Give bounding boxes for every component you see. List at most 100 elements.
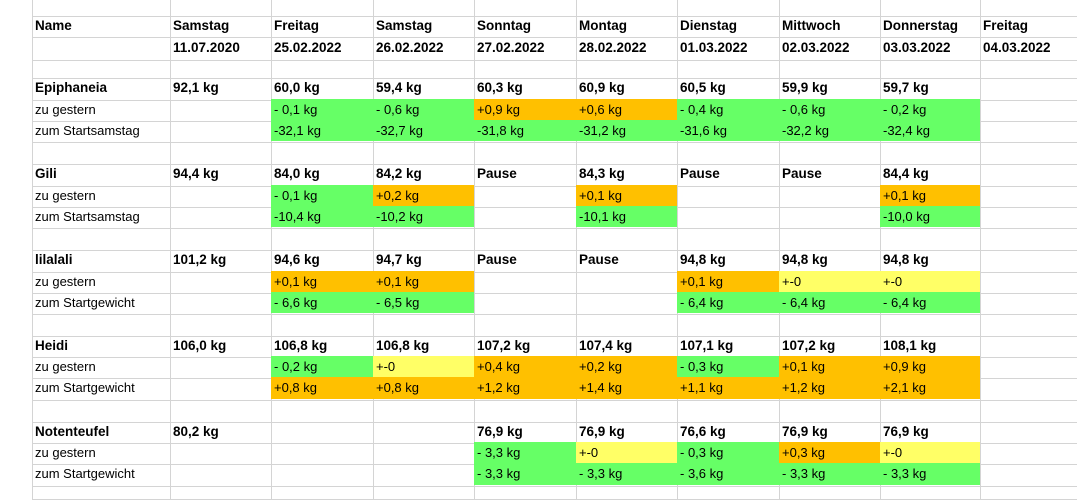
delta-yesterday-cell[interactable] (980, 99, 1077, 120)
delta-start-cell[interactable]: - 6,5 kg (373, 292, 474, 313)
delta-yesterday-cell[interactable] (170, 99, 271, 120)
delta-start-cell[interactable]: -31,8 kg (474, 120, 576, 141)
delta-yesterday-cell[interactable]: +-0 (576, 442, 677, 463)
delta-yesterday-cell[interactable] (980, 185, 1077, 206)
delta-yesterday-cell[interactable] (170, 271, 271, 292)
delta-start-cell[interactable] (474, 292, 576, 313)
weight-cell[interactable]: 76,9 kg (782, 424, 828, 439)
delta-yesterday-cell[interactable]: - 0,6 kg (373, 99, 474, 120)
delta-yesterday-cell[interactable]: - 0,1 kg (271, 99, 373, 120)
delta-start-cell[interactable]: -31,6 kg (677, 120, 779, 141)
delta-start-cell[interactable] (980, 292, 1077, 313)
delta-yesterday-cell[interactable]: +-0 (373, 356, 474, 377)
delta-yesterday-cell[interactable]: - 0,4 kg (677, 99, 779, 120)
delta-yesterday-cell[interactable]: +0,4 kg (474, 356, 576, 377)
delta-yesterday-cell[interactable] (170, 442, 271, 463)
weight-cell[interactable]: 84,4 kg (883, 166, 929, 181)
delta-start-cell[interactable]: - 6,4 kg (779, 292, 880, 313)
weight-cell[interactable]: 94,6 kg (274, 252, 320, 267)
header-day[interactable]: Freitag (983, 18, 1029, 33)
delta-start-cell[interactable] (779, 206, 880, 227)
row-label-start[interactable]: zum Startsamstag (35, 123, 140, 138)
delta-start-cell[interactable]: +1,4 kg (576, 377, 677, 399)
weight-cell[interactable]: 84,0 kg (274, 166, 320, 181)
delta-yesterday-cell[interactable] (779, 185, 880, 206)
delta-yesterday-cell[interactable] (474, 271, 576, 292)
weight-cell[interactable]: 80,2 kg (173, 424, 219, 439)
weight-cell[interactable]: Pause (477, 166, 517, 181)
delta-yesterday-cell[interactable]: +0,9 kg (880, 356, 980, 377)
delta-yesterday-cell[interactable] (980, 271, 1077, 292)
weight-cell[interactable]: 76,9 kg (883, 424, 929, 439)
delta-start-cell[interactable] (170, 120, 271, 141)
header-day[interactable]: Samstag (376, 18, 433, 33)
row-label-start[interactable]: zum Startgewicht (35, 295, 135, 310)
delta-yesterday-cell[interactable]: +0,2 kg (576, 356, 677, 377)
delta-yesterday-cell[interactable]: - 0,3 kg (677, 442, 779, 463)
weight-cell[interactable]: 107,1 kg (680, 338, 734, 353)
header-date[interactable]: 01.03.2022 (680, 40, 748, 55)
weight-cell[interactable] (373, 421, 474, 442)
weight-cell[interactable]: Pause (579, 252, 619, 267)
row-label-yesterday[interactable]: zu gestern (35, 188, 96, 203)
delta-start-cell[interactable]: -32,1 kg (271, 120, 373, 141)
delta-start-cell[interactable]: - 3,3 kg (779, 463, 880, 485)
row-label-yesterday[interactable]: zu gestern (35, 102, 96, 117)
delta-start-cell[interactable] (677, 206, 779, 227)
weight-cell[interactable]: 59,4 kg (376, 80, 422, 95)
person-name[interactable]: Notenteufel (35, 424, 110, 439)
delta-start-cell[interactable]: -10,2 kg (373, 206, 474, 227)
weight-cell[interactable] (980, 335, 1077, 356)
delta-yesterday-cell[interactable]: +0,9 kg (474, 99, 576, 120)
weight-cell[interactable]: 106,8 kg (274, 338, 328, 353)
header-day[interactable]: Mittwoch (782, 18, 841, 33)
header-date[interactable]: 28.02.2022 (579, 40, 647, 55)
delta-yesterday-cell[interactable]: - 0,3 kg (677, 356, 779, 377)
delta-yesterday-cell[interactable] (980, 442, 1077, 463)
weight-cell[interactable]: 84,3 kg (579, 166, 625, 181)
weight-cell[interactable]: 60,5 kg (680, 80, 726, 95)
delta-start-cell[interactable]: -32,7 kg (373, 120, 474, 141)
delta-yesterday-cell[interactable]: +0,1 kg (779, 356, 880, 377)
delta-yesterday-cell[interactable] (170, 185, 271, 206)
header-date[interactable]: 25.02.2022 (274, 40, 342, 55)
header-day[interactable]: Montag (579, 18, 627, 33)
header-day[interactable]: Samstag (173, 18, 230, 33)
delta-start-cell[interactable] (170, 292, 271, 313)
delta-yesterday-cell[interactable]: +-0 (880, 442, 980, 463)
delta-yesterday-cell[interactable] (474, 185, 576, 206)
delta-start-cell[interactable]: - 3,6 kg (677, 463, 779, 485)
delta-yesterday-cell[interactable]: +0,1 kg (677, 271, 779, 292)
weight-cell[interactable]: Pause (477, 252, 517, 267)
header-date[interactable]: 26.02.2022 (376, 40, 444, 55)
weight-cell[interactable] (980, 421, 1077, 442)
weight-cell[interactable] (980, 77, 1077, 99)
delta-start-cell[interactable] (170, 377, 271, 399)
delta-yesterday-cell[interactable]: +0,1 kg (271, 271, 373, 292)
weight-cell[interactable]: 60,3 kg (477, 80, 523, 95)
delta-start-cell[interactable] (170, 206, 271, 227)
weight-cell[interactable]: 76,9 kg (477, 424, 523, 439)
delta-yesterday-cell[interactable] (170, 356, 271, 377)
delta-start-cell[interactable] (980, 206, 1077, 227)
weight-cell[interactable]: 94,8 kg (782, 252, 828, 267)
delta-yesterday-cell[interactable] (271, 442, 373, 463)
delta-start-cell[interactable]: +0,8 kg (373, 377, 474, 399)
delta-start-cell[interactable] (474, 206, 576, 227)
row-label-yesterday[interactable]: zu gestern (35, 359, 96, 374)
delta-yesterday-cell[interactable]: - 0,2 kg (271, 356, 373, 377)
delta-start-cell[interactable] (271, 463, 373, 485)
header-name[interactable]: Name (35, 18, 72, 33)
delta-start-cell[interactable]: -10,1 kg (576, 206, 677, 227)
header-day[interactable]: Sonntag (477, 18, 531, 33)
row-label-start[interactable]: zum Startsamstag (35, 209, 140, 224)
header-day[interactable]: Dienstag (680, 18, 738, 33)
delta-yesterday-cell[interactable]: +0,1 kg (373, 271, 474, 292)
weight-cell[interactable]: 107,4 kg (579, 338, 633, 353)
header-day[interactable]: Donnerstag (883, 18, 959, 33)
delta-start-cell[interactable]: - 6,4 kg (677, 292, 779, 313)
delta-yesterday-cell[interactable]: - 0,1 kg (271, 185, 373, 206)
delta-start-cell[interactable]: -10,4 kg (271, 206, 373, 227)
weight-cell[interactable]: 59,7 kg (883, 80, 929, 95)
weight-cell[interactable]: 101,2 kg (173, 252, 227, 267)
